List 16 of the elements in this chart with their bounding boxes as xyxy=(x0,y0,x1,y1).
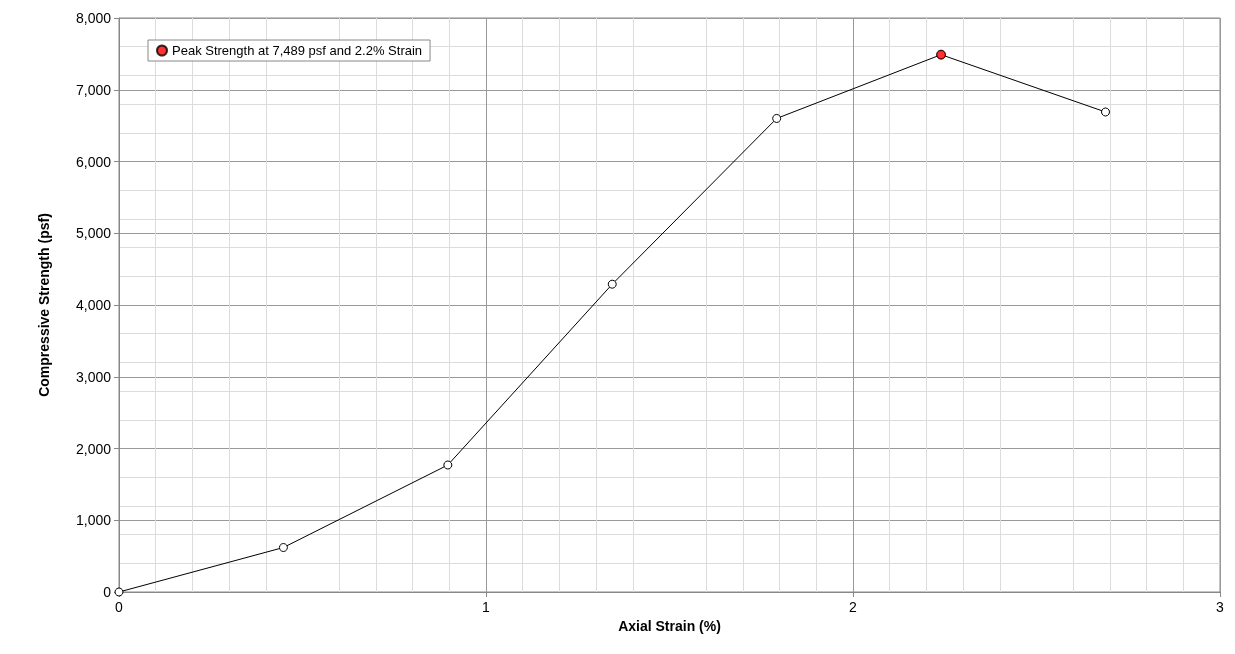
y-tick-label: 8,000 xyxy=(75,10,112,26)
y-tick-label: 6,000 xyxy=(75,153,112,170)
y-axis-title: Compressive Strength (psf) xyxy=(36,213,52,397)
x-tick-label: 3 xyxy=(1216,599,1225,615)
y-tick-label: 1,000 xyxy=(75,512,112,529)
x-tick-label: 0 xyxy=(115,599,124,615)
y-tick-label: 7,000 xyxy=(75,81,112,98)
y-tick-label: 4,000 xyxy=(75,297,112,313)
x-tick-label: 2 xyxy=(849,599,858,615)
x-tick-label: 1 xyxy=(482,599,491,615)
x-axis-title: Axial Strain (%) xyxy=(618,617,721,634)
y-tick-label: 0 xyxy=(103,584,112,600)
y-tick-label: 2,000 xyxy=(75,440,112,457)
y-tick-label: 5,000 xyxy=(75,225,112,242)
legend-label: Peak Strength at 7,489 psf and 2.2% Strain xyxy=(172,43,423,58)
y-tick-label: 3,000 xyxy=(75,368,112,385)
